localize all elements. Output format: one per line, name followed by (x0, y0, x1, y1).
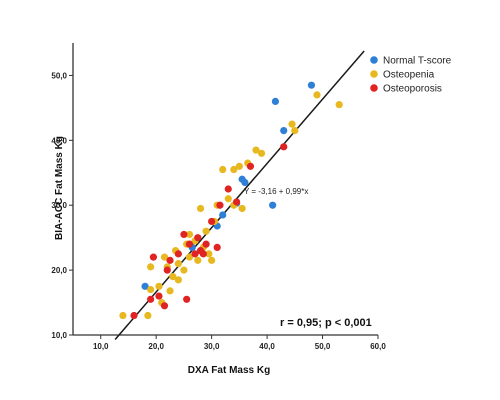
point-normal-t-score (141, 282, 149, 290)
y-tick-label: 20,0 (51, 266, 67, 275)
x-tick-label: 20,0 (148, 342, 164, 351)
point-osteopenia (208, 256, 216, 264)
point-osteoporosis (216, 201, 224, 209)
point-osteopenia (219, 165, 227, 174)
axes (72, 43, 378, 336)
axis-ticks: 10,0 20,0 30,0 40,0 50,0 60,0 10,0 20,0 30,0 40,0… (51, 71, 386, 351)
point-osteoporosis (280, 143, 288, 151)
point-osteopenia (196, 204, 205, 213)
legend-marker-osteoporosis (370, 84, 378, 92)
point-osteopenia (313, 91, 321, 99)
point-osteoporosis (130, 311, 138, 320)
legend: Normal T-score Osteopenia Osteoporosis (370, 56, 452, 95)
legend-marker-osteopenia (370, 70, 378, 78)
point-osteopenia (185, 253, 194, 261)
point-osteopenia (147, 263, 155, 271)
point-osteoporosis (174, 250, 182, 258)
point-osteopenia (144, 311, 152, 320)
point-osteoporosis (160, 302, 169, 310)
point-osteopenia (291, 127, 299, 135)
point-osteopenia (235, 162, 243, 170)
y-tick-label: 10,0 (51, 331, 67, 340)
point-normal-t-score (307, 81, 316, 89)
point-osteopenia (174, 276, 182, 284)
point-normal-t-score (219, 211, 227, 219)
point-osteoporosis (183, 295, 191, 303)
point-osteoporosis (180, 230, 188, 239)
point-osteopenia (119, 311, 127, 320)
regression-equation: Y = -3,16 + 0,99*x (244, 187, 308, 196)
point-osteoporosis (224, 185, 232, 193)
point-osteopenia (224, 195, 232, 203)
x-tick-label: 10,0 (93, 342, 109, 351)
point-osteopenia (257, 149, 266, 157)
point-osteopenia (335, 101, 343, 109)
point-osteoporosis (163, 266, 171, 274)
regression-layer (114, 50, 365, 340)
point-normal-t-score (269, 201, 277, 209)
point-osteopenia (252, 146, 260, 154)
x-tick-label: 30,0 (204, 342, 220, 351)
point-osteopenia (166, 287, 174, 295)
point-osteopenia (230, 165, 238, 174)
point-osteoporosis (199, 250, 207, 258)
point-osteopenia (288, 120, 296, 128)
point-osteopenia (155, 282, 163, 290)
point-osteoporosis (232, 198, 241, 206)
point-osteopenia (185, 230, 194, 239)
x-tick-label: 40,0 (259, 342, 275, 351)
point-osteopenia (160, 253, 169, 261)
point-osteopenia (169, 273, 177, 281)
point-osteoporosis (149, 253, 158, 261)
legend-label-osteoporosis: Osteoporosis (383, 84, 442, 95)
point-osteoporosis (185, 240, 194, 248)
legend-marker-normal-t-score (370, 56, 378, 64)
point-osteoporosis (202, 240, 210, 248)
point-normal-t-score (271, 97, 280, 105)
point-normal-t-score (241, 178, 249, 187)
point-osteoporosis (194, 234, 202, 242)
y-tick-label: 40,0 (51, 136, 67, 145)
y-tick-label: 30,0 (51, 201, 67, 210)
correlation-annotation: r = 0,95; p < 0,001 (280, 317, 372, 329)
regression-line (114, 50, 365, 340)
point-osteopenia (205, 250, 213, 258)
point-normal-t-score (280, 127, 288, 135)
point-osteoporosis (213, 243, 221, 251)
point-osteoporosis (208, 217, 216, 226)
point-osteoporosis (166, 256, 174, 264)
data-points (119, 81, 343, 320)
point-osteopenia (202, 227, 210, 235)
point-osteopenia (147, 285, 155, 294)
point-osteoporosis (155, 292, 163, 300)
point-osteopenia (174, 260, 182, 268)
y-axis-label: BIA-ACC Fat Mass Kg (54, 136, 65, 240)
legend-label-osteopenia: Osteopenia (383, 70, 435, 81)
point-osteopenia (180, 266, 188, 274)
x-tick-label: 60,0 (370, 342, 386, 351)
point-osteopenia (238, 204, 246, 213)
y-tick-label: 50,0 (51, 71, 67, 80)
point-osteopenia (194, 256, 202, 264)
point-osteoporosis (191, 250, 199, 258)
point-osteoporosis (147, 295, 155, 303)
point-osteoporosis (246, 162, 255, 170)
x-tick-label: 50,0 (315, 342, 331, 351)
legend-label-normal-t-score: Normal T-score (383, 56, 452, 67)
x-axis-label: DXA Fat Mass Kg (188, 365, 270, 376)
